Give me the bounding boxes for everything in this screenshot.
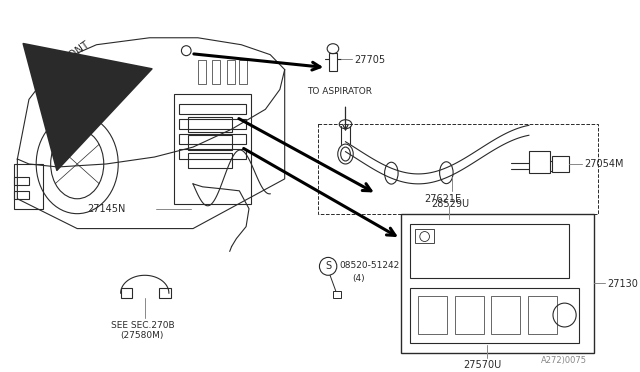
Bar (15, 164, 44, 209)
Bar (212, 60, 220, 84)
Text: S: S (325, 262, 331, 271)
Bar (179, 105, 246, 114)
Text: SEE SEC.270B: SEE SEC.270B (111, 321, 175, 330)
Text: 27570U: 27570U (463, 360, 502, 370)
Bar (179, 134, 246, 144)
Bar (173, 94, 251, 204)
Bar (188, 135, 232, 150)
Bar (401, 214, 593, 353)
Text: (27580M): (27580M) (120, 331, 164, 340)
Bar (15, 177, 29, 185)
Bar (179, 119, 246, 129)
Text: 28529U: 28529U (431, 199, 470, 209)
Bar (333, 291, 340, 298)
Bar (188, 117, 232, 132)
Text: 27621E: 27621E (424, 194, 461, 204)
Text: 27130: 27130 (607, 279, 638, 289)
Bar (227, 60, 234, 84)
Bar (188, 153, 232, 168)
Bar (410, 288, 579, 343)
Bar (492, 296, 520, 334)
Bar (159, 288, 171, 298)
Text: 27054M: 27054M (584, 159, 623, 169)
Bar (415, 228, 435, 244)
Text: FRONT: FRONT (56, 39, 91, 68)
Bar (239, 60, 247, 84)
Bar (418, 296, 447, 334)
Text: TO ASPIRATOR: TO ASPIRATOR (307, 87, 372, 96)
Text: A272)0075: A272)0075 (540, 356, 586, 365)
Bar (410, 224, 570, 278)
Bar (319, 124, 598, 214)
Bar (552, 156, 570, 172)
Bar (529, 151, 550, 173)
Bar (528, 296, 557, 334)
Bar (329, 53, 337, 71)
Text: 27705: 27705 (354, 55, 385, 65)
Bar (179, 149, 246, 159)
Bar (454, 296, 483, 334)
Text: (4): (4) (352, 274, 365, 283)
Bar (15, 191, 29, 199)
Bar (198, 60, 205, 84)
Text: 27145N: 27145N (87, 204, 125, 214)
Text: 08520-51242: 08520-51242 (340, 262, 400, 270)
Bar (120, 288, 132, 298)
